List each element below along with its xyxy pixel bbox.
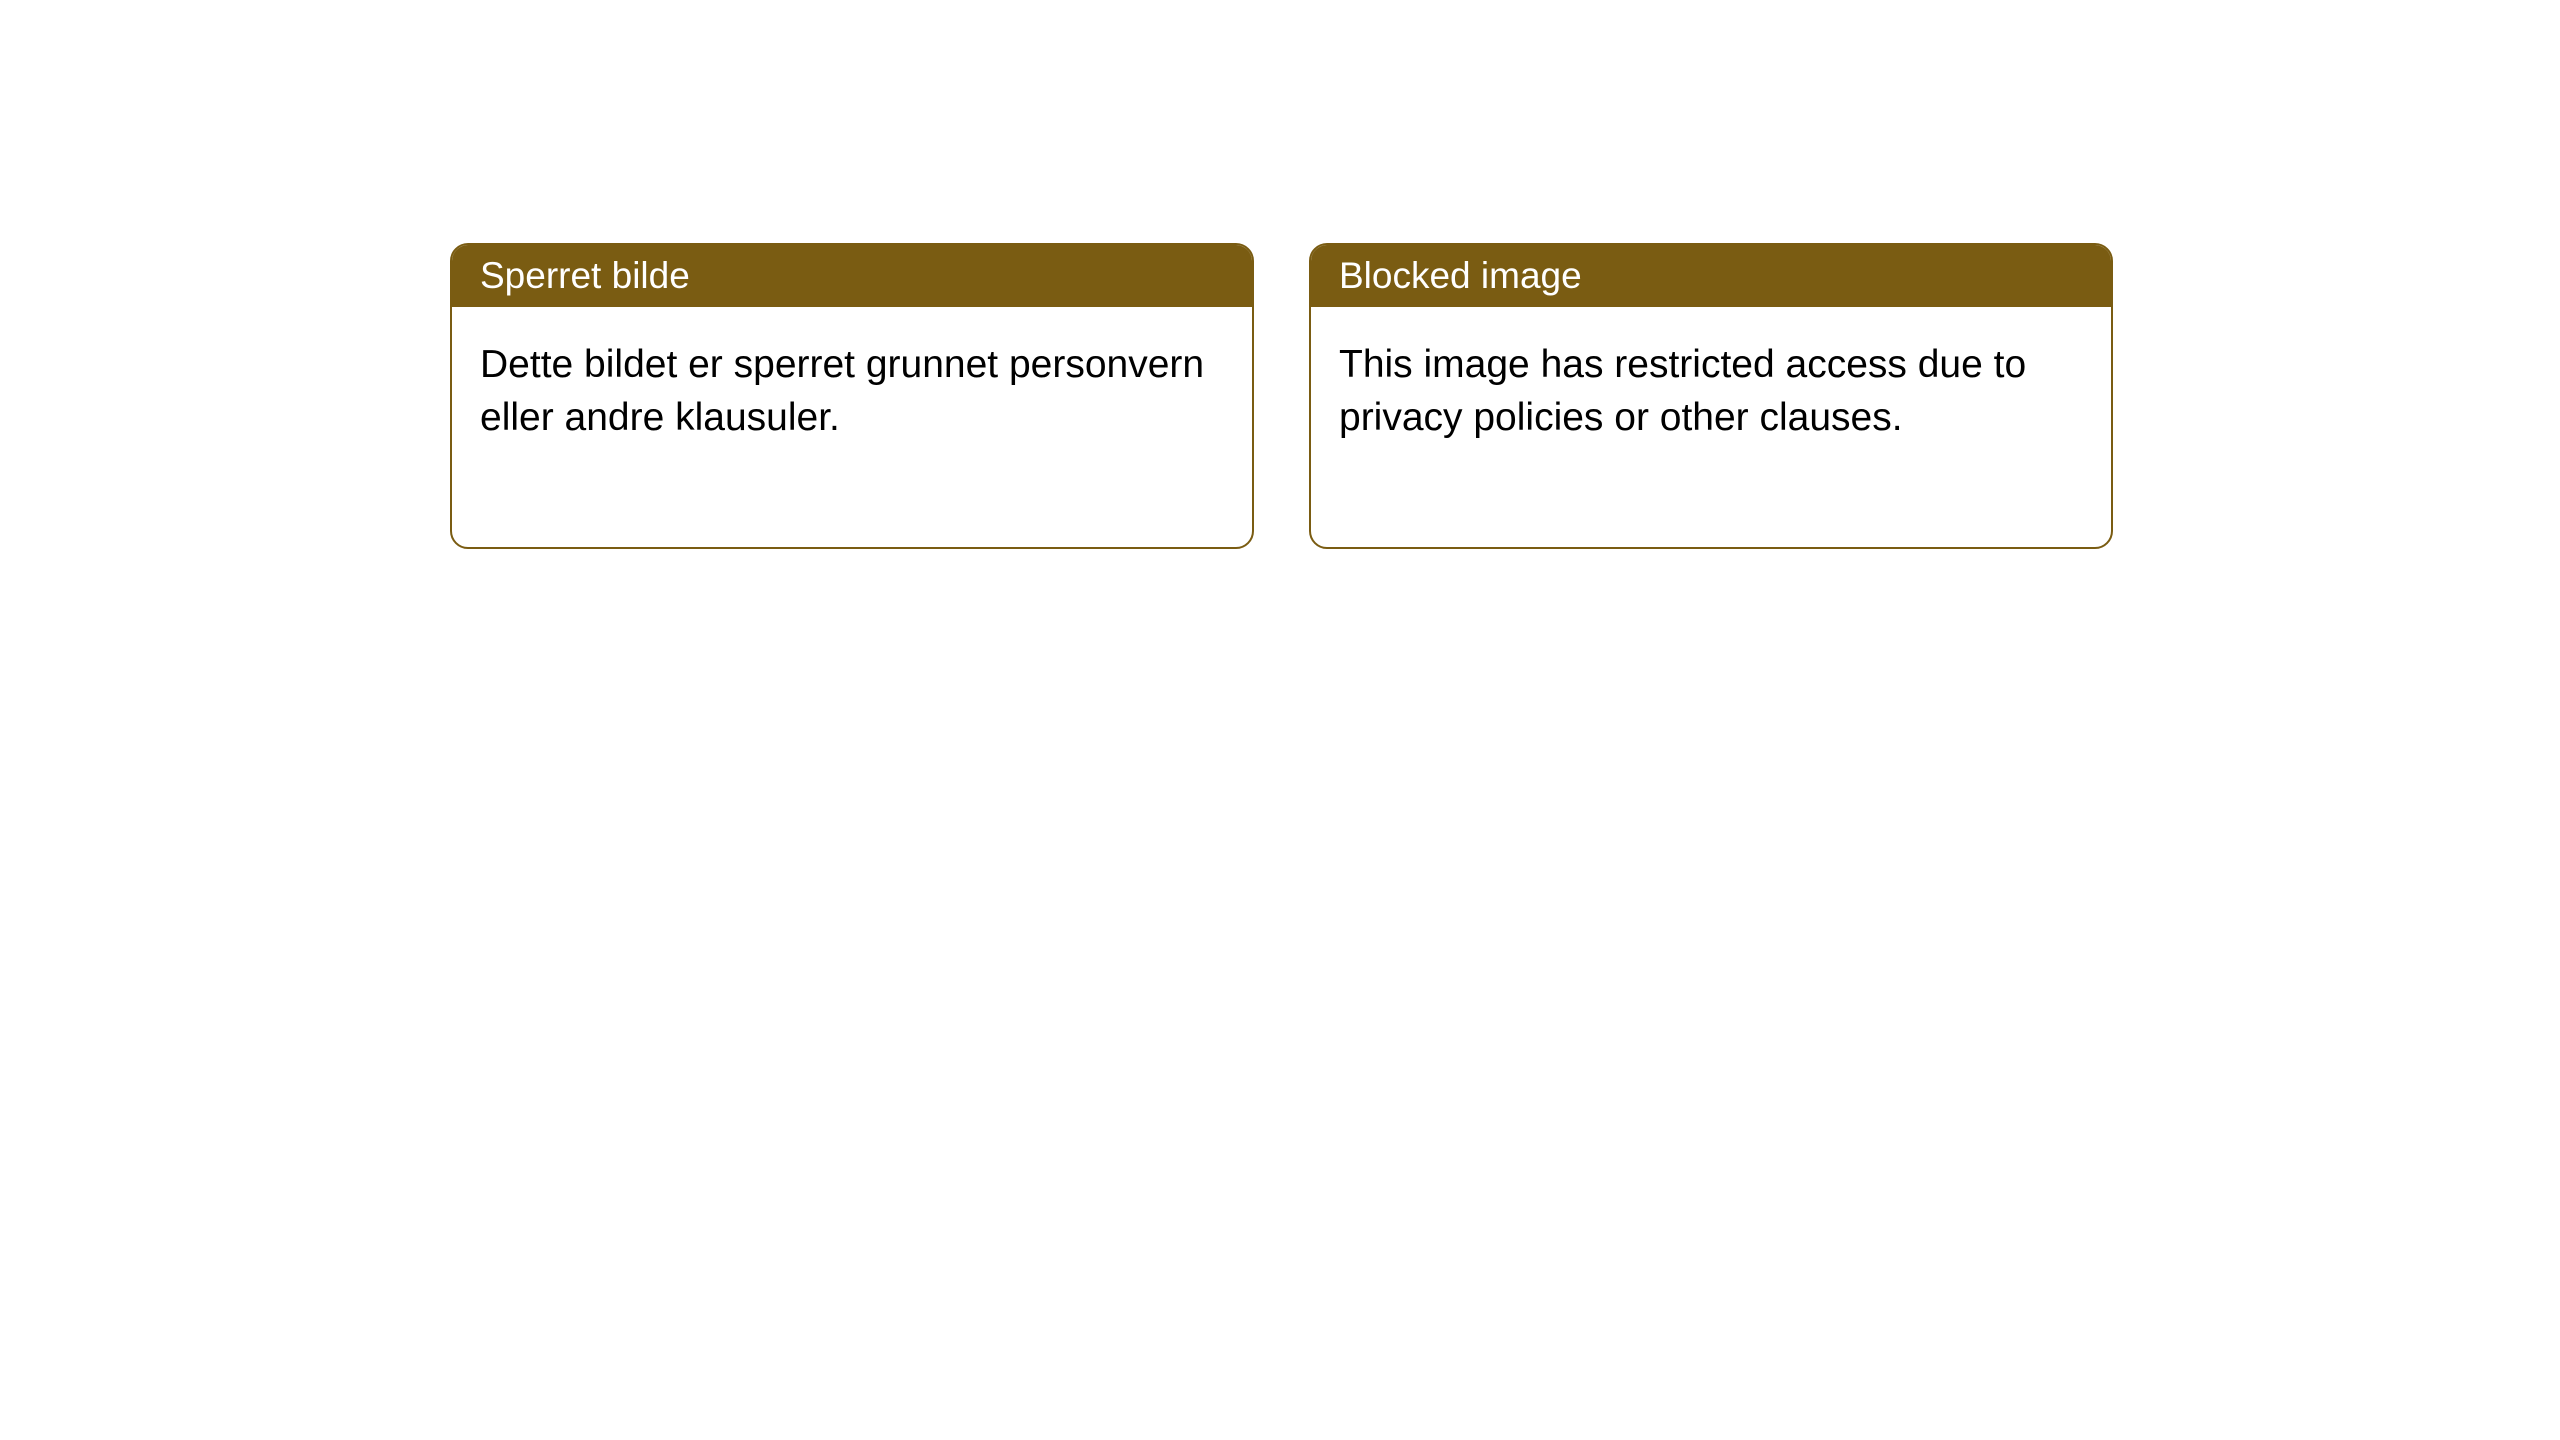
notice-text-norwegian: Dette bildet er sperret grunnet personve… xyxy=(480,343,1204,439)
notice-body-norwegian: Dette bildet er sperret grunnet personve… xyxy=(452,307,1252,547)
notice-header-english: Blocked image xyxy=(1311,245,2111,307)
notice-box-english: Blocked image This image has restricted … xyxy=(1309,243,2113,549)
notice-text-english: This image has restricted access due to … xyxy=(1339,343,2026,439)
notice-header-norwegian: Sperret bilde xyxy=(452,245,1252,307)
notice-title-norwegian: Sperret bilde xyxy=(480,255,690,296)
notice-container: Sperret bilde Dette bildet er sperret gr… xyxy=(450,243,2113,549)
notice-title-english: Blocked image xyxy=(1339,255,1582,296)
notice-body-english: This image has restricted access due to … xyxy=(1311,307,2111,547)
notice-box-norwegian: Sperret bilde Dette bildet er sperret gr… xyxy=(450,243,1254,549)
